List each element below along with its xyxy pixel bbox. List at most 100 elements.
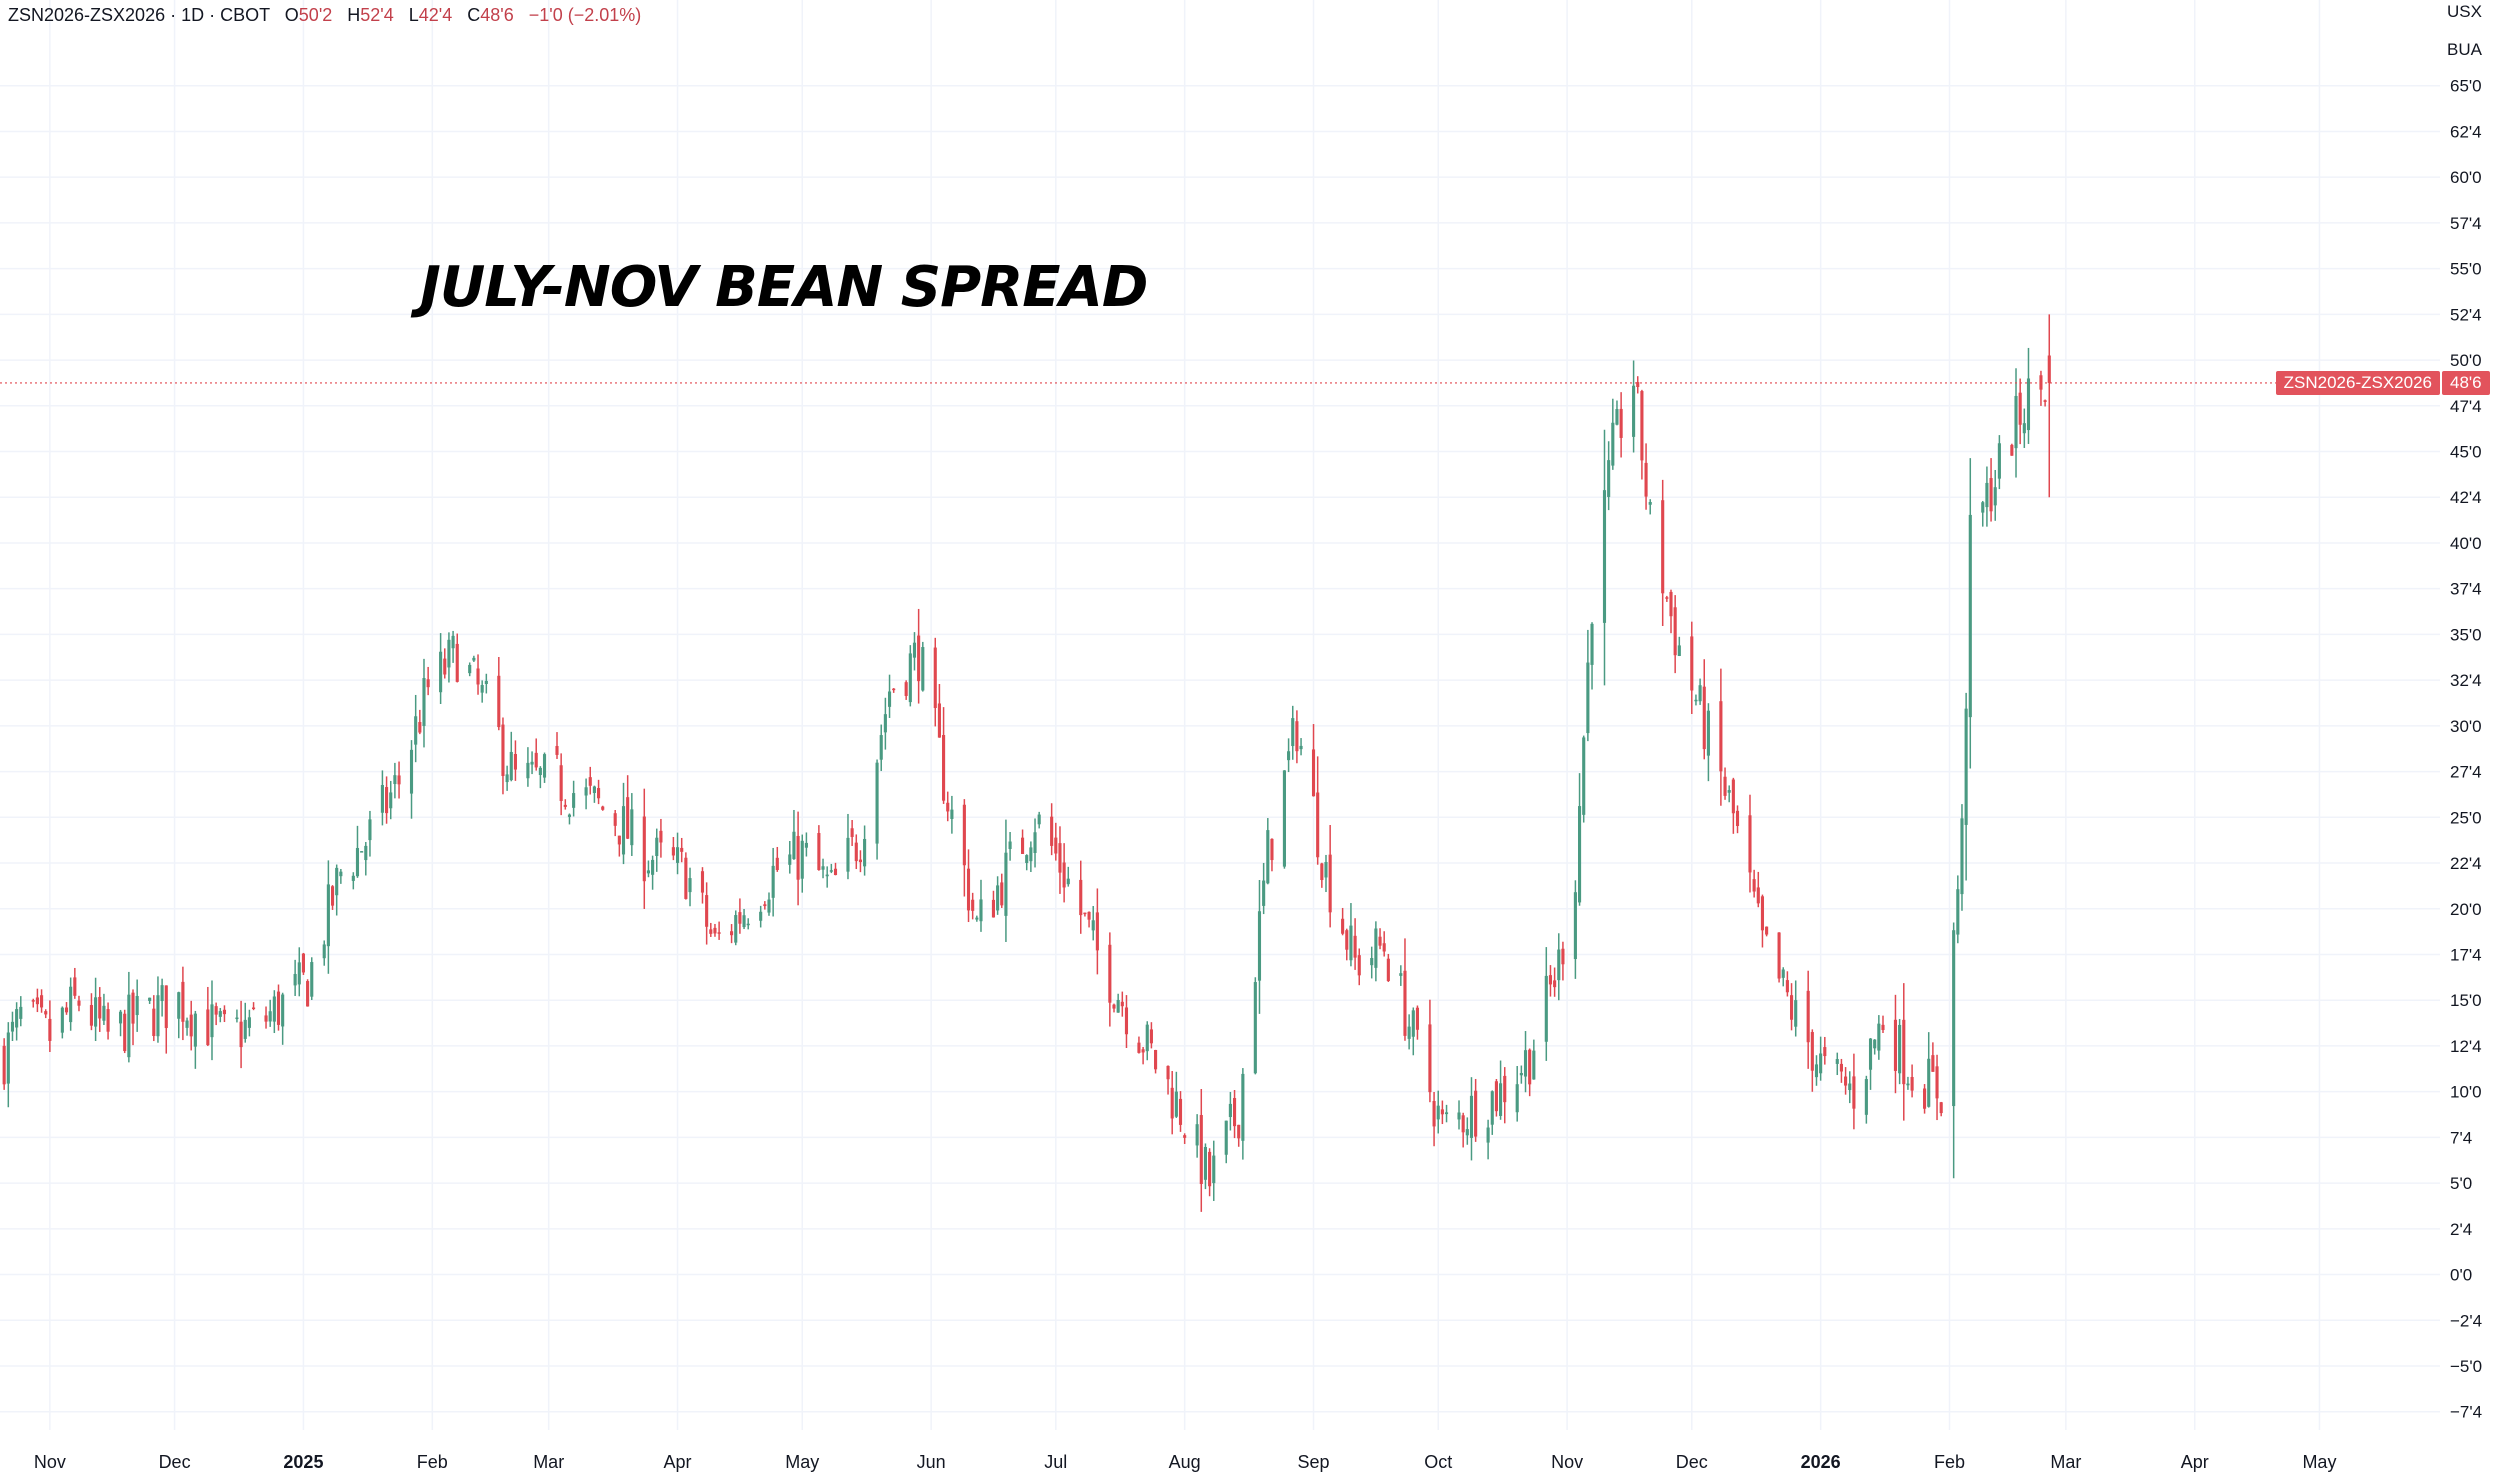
candle-body bbox=[447, 639, 451, 668]
price-axis[interactable]: 65'0 62'4 60'0 57'4 55'0 52'4 50'0 47'4 45'0 42'4… bbox=[2450, 77, 2482, 1422]
candle-body bbox=[44, 1011, 48, 1015]
x-tick-label: Dec bbox=[159, 1452, 191, 1472]
spread-annotation[interactable]: JULY-NOV BEAN SPREAD bbox=[420, 255, 1148, 320]
candle-body bbox=[1124, 1007, 1129, 1035]
candle-body bbox=[700, 871, 705, 893]
candle-body bbox=[1952, 930, 1956, 1107]
candle-body bbox=[1810, 1032, 1814, 1071]
candle-body bbox=[621, 806, 626, 855]
candle-body bbox=[297, 962, 301, 985]
candle-body bbox=[1025, 855, 1029, 863]
candle-body bbox=[971, 899, 975, 911]
candle-body bbox=[788, 854, 792, 865]
candle-body bbox=[509, 751, 513, 781]
candle-body bbox=[912, 642, 917, 658]
candle-body bbox=[272, 996, 276, 1022]
candle-body bbox=[10, 1021, 15, 1032]
candle-body bbox=[35, 997, 39, 1005]
candle-body bbox=[1282, 770, 1286, 867]
candle-body bbox=[526, 762, 530, 779]
candle-body bbox=[1548, 975, 1553, 985]
candle-body bbox=[1756, 887, 1760, 904]
candle-body bbox=[742, 915, 746, 928]
series-price-badge: ZSN2026-ZSX2026 bbox=[2275, 370, 2440, 395]
candle-body bbox=[825, 874, 829, 877]
candle-body bbox=[1835, 1059, 1839, 1064]
candle-body bbox=[118, 1011, 123, 1024]
candle-body bbox=[326, 884, 330, 947]
x-tick-label: Mar bbox=[2050, 1452, 2081, 1472]
x-tick-label: Feb bbox=[1934, 1452, 1965, 1472]
y-tick-label: −7'4 bbox=[2450, 1403, 2482, 1422]
candle-body bbox=[426, 679, 430, 688]
candle-body bbox=[1137, 1042, 1141, 1053]
candle-body bbox=[904, 682, 908, 696]
candle-body bbox=[1029, 847, 1033, 862]
candle-body bbox=[94, 997, 98, 1027]
candle-body bbox=[1819, 1053, 1823, 1074]
candle-body bbox=[892, 688, 896, 691]
candle-body bbox=[414, 716, 418, 745]
candle-body bbox=[1989, 478, 1993, 512]
last-price-badge: 48'6 bbox=[2442, 370, 2490, 395]
candle-body bbox=[1985, 482, 1989, 508]
candle-body bbox=[77, 1000, 81, 1006]
candle-body bbox=[472, 657, 476, 661]
candle-body bbox=[1212, 1155, 1216, 1184]
y-tick-label: 32'4 bbox=[2450, 671, 2482, 690]
candle-body bbox=[1357, 955, 1361, 976]
symbol-label[interactable]: ZSN2026-ZSX2026 · 1D · CBOT bbox=[8, 5, 270, 25]
y-tick-label: 5'0 bbox=[2450, 1174, 2472, 1193]
candle-body bbox=[975, 917, 979, 920]
legend-header: ZSN2026-ZSX2026 · 1D · CBOT O50'2 H52'4 … bbox=[8, 2, 641, 28]
candle-body bbox=[306, 981, 310, 1007]
candle-body bbox=[1690, 636, 1694, 691]
unit-label[interactable]: BUA bbox=[2447, 40, 2482, 59]
candle-body bbox=[817, 833, 821, 871]
candle-body bbox=[1341, 918, 1345, 934]
candle-body bbox=[335, 867, 339, 896]
candle-body bbox=[1474, 1090, 1478, 1137]
y-tick-label: 37'4 bbox=[2450, 580, 2482, 599]
time-axis[interactable]: Nov Dec 2025 Feb Mar Apr May Jun Jul Aug Sep Oct Nov… bbox=[34, 1452, 2337, 1472]
candle-body bbox=[559, 765, 563, 801]
candle-body bbox=[505, 774, 509, 783]
candle-body bbox=[1877, 1023, 1881, 1051]
x-tick-label: 2025 bbox=[283, 1452, 323, 1472]
candle-body bbox=[1615, 409, 1619, 425]
candle-body bbox=[2026, 378, 2031, 431]
candle-body bbox=[738, 912, 742, 924]
candle-body bbox=[1141, 1049, 1145, 1053]
candle-body bbox=[630, 809, 634, 846]
y-tick-label: 52'4 bbox=[2450, 305, 2482, 324]
candle-body bbox=[850, 828, 854, 837]
candle-body bbox=[222, 1009, 227, 1015]
candle-body bbox=[592, 786, 596, 794]
candle-body bbox=[1237, 1124, 1241, 1139]
currency-label[interactable]: USX bbox=[2447, 2, 2482, 21]
candle-body bbox=[73, 977, 77, 996]
candle-body bbox=[626, 797, 630, 839]
candle-body bbox=[854, 842, 858, 862]
candle-body bbox=[102, 1005, 106, 1021]
candle-body bbox=[1116, 999, 1120, 1013]
candle-body bbox=[1299, 745, 1303, 750]
candle-body bbox=[796, 835, 800, 880]
candle-body bbox=[1232, 1098, 1237, 1127]
y-tick-label: 30'0 bbox=[2450, 717, 2482, 736]
candle-body bbox=[767, 899, 771, 913]
x-tick-label: Aug bbox=[1169, 1452, 1201, 1472]
y-tick-label: −5'0 bbox=[2450, 1357, 2482, 1376]
candle-body bbox=[355, 847, 360, 877]
candle-body bbox=[1561, 948, 1565, 965]
candle-body bbox=[1270, 838, 1274, 861]
x-tick-label: Apr bbox=[2181, 1452, 2209, 1472]
candle-body bbox=[1968, 514, 1972, 718]
candle-body bbox=[1910, 1077, 1914, 1091]
candle-body bbox=[950, 809, 954, 819]
y-tick-label: 50'0 bbox=[2450, 351, 2482, 370]
candle-body bbox=[455, 643, 459, 682]
candle-body bbox=[1640, 391, 1644, 461]
candle-body bbox=[1528, 1049, 1532, 1085]
